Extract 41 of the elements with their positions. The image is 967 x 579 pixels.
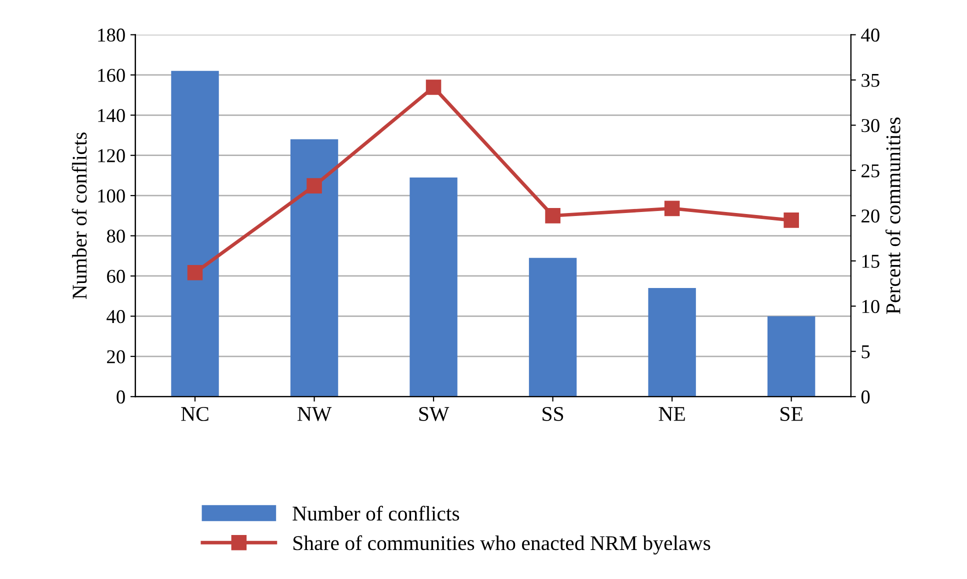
- y2-tick-label: 10: [862, 300, 880, 314]
- y-tick-label: 80: [106, 230, 125, 243]
- y-tick-label: 140: [98, 108, 125, 122]
- y2-tick-label: 15: [862, 254, 880, 268]
- point: [784, 212, 799, 228]
- point: [426, 80, 442, 95]
- bar: [528, 258, 577, 397]
- y2-tick-label: 5: [862, 345, 870, 358]
- x-tick-label: SE: [780, 407, 802, 421]
- y-tick-label: 0: [116, 390, 125, 404]
- y-tick-label: 180: [98, 28, 125, 42]
- point: [187, 265, 203, 280]
- bar: [648, 288, 696, 397]
- point: [306, 178, 322, 194]
- y-tick-label: 100: [98, 189, 125, 203]
- y2-tick-label: 40: [861, 28, 880, 42]
- bar: [767, 316, 816, 397]
- x-tick-label: NW: [298, 407, 332, 422]
- point: [545, 208, 560, 224]
- x-tick-label: SS: [542, 407, 564, 421]
- y2-tick-label: 35: [862, 74, 880, 87]
- legend-label: Number of conflicts: [292, 506, 460, 521]
- y2-tick-label: 25: [862, 164, 880, 178]
- y2-axis-title: Percent of communities: [885, 118, 900, 314]
- y-tick-label: 20: [107, 350, 125, 364]
- y-tick-label: 120: [98, 149, 125, 162]
- bar: [410, 177, 458, 397]
- point: [664, 200, 680, 216]
- x-tick-label: SW: [419, 407, 450, 422]
- x-tick-label: NC: [181, 407, 208, 421]
- y-axis-title: Number of conflicts: [72, 132, 87, 299]
- y2-tick-label: 0: [861, 390, 870, 404]
- bar: [290, 139, 338, 397]
- y2-tick-label: 30: [862, 119, 880, 132]
- y-tick-label: 40: [106, 310, 125, 324]
- legend-label: Share of communities who enacted NRM byelaws: [293, 535, 710, 554]
- bar: [171, 70, 219, 397]
- y2-tick-label: 20: [862, 209, 880, 223]
- y-tick-label: 60: [107, 270, 125, 283]
- y-tick-label: 160: [98, 68, 125, 82]
- x-tick-label: NE: [658, 407, 685, 421]
